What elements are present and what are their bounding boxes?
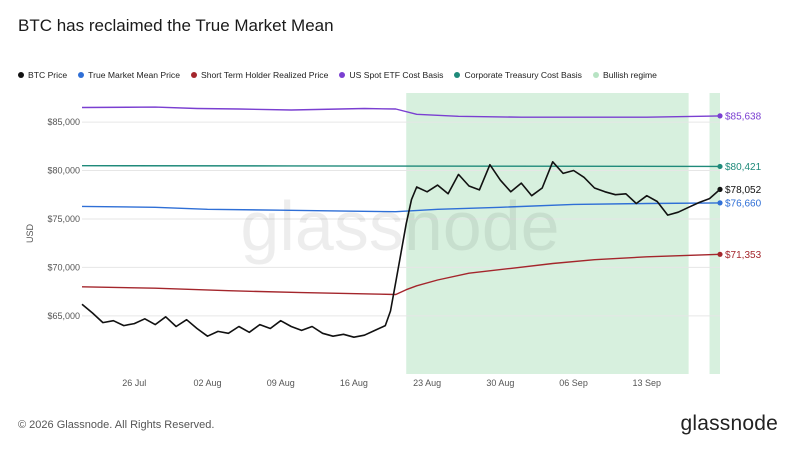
x-tick-label: 09 Aug — [267, 378, 295, 388]
bullish-regime-band — [709, 93, 720, 374]
legend-label: Corporate Treasury Cost Basis — [464, 70, 582, 80]
y-tick-label: $80,000 — [47, 166, 80, 176]
legend-item-corporate-treasury[interactable]: Corporate Treasury Cost Basis — [454, 70, 582, 80]
y-tick-label: $75,000 — [47, 214, 80, 224]
legend-item-sth-realized-price[interactable]: Short Term Holder Realized Price — [191, 70, 328, 80]
series-end-marker — [717, 163, 723, 170]
legend-label: Short Term Holder Realized Price — [201, 70, 329, 80]
series-end-marker — [717, 251, 723, 257]
y-axis-label: USD — [25, 224, 35, 244]
legend-label: BTC Price — [28, 70, 68, 80]
legend-item-true-market-mean[interactable]: True Market Mean Price — [78, 70, 180, 80]
series-end-label: $80,421 — [725, 162, 762, 173]
legend-marker — [339, 72, 346, 78]
x-tick-label: 26 Jul — [122, 378, 146, 388]
watermark-text: glassnode — [240, 187, 559, 265]
chart-title: BTC has reclaimed the True Market Mean — [18, 16, 334, 35]
series-end-label: $76,660 — [725, 198, 762, 209]
series-end-label: $78,052 — [725, 185, 762, 196]
series-line-short-term-holder-realized-price — [81, 253, 721, 296]
legend-marker — [18, 72, 24, 78]
series-end-marker — [717, 113, 723, 119]
series-end-label: $71,353 — [725, 250, 762, 261]
legend-label: Bullish regime — [602, 70, 657, 80]
y-tick-label: $85,000 — [47, 117, 80, 127]
bullish-regime-band — [406, 93, 689, 374]
legend-item-bullish-regime[interactable]: Bullish regime — [592, 70, 657, 80]
series-end-label: $85,638 — [725, 111, 762, 122]
series-line-us-spot-etf-cost-basis — [81, 106, 721, 118]
legend-marker — [191, 72, 198, 78]
x-tick-label: 16 Aug — [340, 378, 368, 388]
legend-marker — [454, 72, 461, 78]
legend-marker — [592, 72, 599, 78]
x-tick-label: 02 Aug — [193, 378, 221, 388]
legend-item-etf-cost-basis[interactable]: US Spot ETF Cost Basis — [339, 70, 443, 80]
series-line-btc-price — [81, 161, 721, 338]
legend-marker — [78, 72, 85, 78]
x-tick-label: 06 Sep — [559, 378, 588, 388]
legend-label: US Spot ETF Cost Basis — [349, 70, 444, 80]
copyright-footer: © 2026 Glassnode. All Rights Reserved. — [18, 419, 215, 431]
series-end-marker — [717, 200, 723, 206]
legend-item-btc-price[interactable]: BTC Price — [18, 70, 67, 80]
series-line-corporate-treasury-cost-basis — [81, 165, 721, 168]
y-tick-label: $65,000 — [47, 311, 80, 321]
series-end-marker — [717, 186, 723, 192]
legend-label: True Market Mean Price — [88, 70, 181, 80]
y-tick-label: $70,000 — [47, 262, 80, 272]
brand-logo: glassnode — [680, 412, 778, 435]
x-tick-label: 30 Aug — [486, 378, 514, 388]
series-line-true-market-mean-price — [81, 202, 721, 213]
x-tick-label: 13 Sep — [633, 378, 662, 388]
chart-legend: BTC Price True Market Mean Price Short T… — [18, 70, 657, 80]
x-tick-label: 23 Aug — [413, 378, 441, 388]
